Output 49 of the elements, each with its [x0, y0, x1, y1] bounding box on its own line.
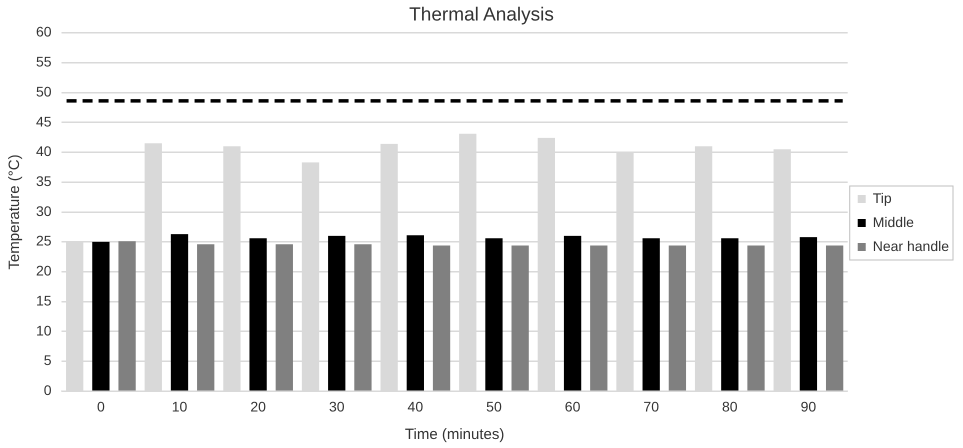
y-tick-label: 15 — [36, 292, 52, 308]
bar — [276, 244, 293, 390]
bar — [170, 234, 188, 390]
x-tick-label: 30 — [328, 398, 345, 414]
x-tick-label: 90 — [800, 398, 816, 414]
y-tick-label: 10 — [36, 322, 52, 338]
x-tick-label: 10 — [172, 398, 188, 414]
bar — [747, 245, 765, 390]
bar — [118, 241, 136, 390]
y-tick-label: 60 — [36, 24, 52, 40]
y-tick-label: 25 — [36, 232, 52, 249]
bar — [432, 245, 450, 390]
bar — [406, 235, 424, 390]
bar — [721, 238, 738, 390]
y-tick-label: 0 — [44, 382, 52, 398]
y-tick-label: 40 — [36, 143, 52, 160]
bar — [92, 242, 110, 390]
x-tick-label: 80 — [722, 398, 738, 414]
bar — [642, 238, 660, 390]
x-tick-label: 40 — [408, 398, 424, 414]
y-axis-title: Temperature (°C) — [6, 154, 24, 270]
bar — [800, 237, 818, 390]
y-tick-label: 5 — [44, 352, 52, 368]
bar — [564, 236, 582, 390]
x-tick-label: 20 — [250, 398, 266, 414]
bar — [485, 238, 503, 390]
bar — [668, 245, 686, 390]
y-tick-label: 35 — [36, 172, 52, 189]
x-tick-label: 0 — [96, 398, 105, 414]
bar — [197, 244, 214, 390]
bar — [328, 236, 346, 390]
bar — [512, 245, 529, 390]
y-tick-label: 20 — [36, 262, 52, 279]
legend-label: Tip — [872, 190, 892, 206]
y-tick-label: 30 — [36, 202, 52, 219]
y-tick-label: 55 — [36, 54, 52, 70]
legend-label: Near handle — [872, 238, 950, 254]
x-tick-label: 60 — [564, 398, 581, 414]
bar — [354, 244, 372, 390]
y-tick-label: 50 — [36, 83, 52, 100]
x-tick-label: 70 — [643, 398, 660, 414]
bar — [590, 245, 608, 390]
bar — [826, 245, 844, 390]
x-tick-label: 50 — [486, 398, 502, 414]
legend-label: Middle — [872, 214, 914, 230]
bar — [249, 238, 267, 390]
x-axis-title: Time (minutes) — [404, 426, 504, 444]
chart-title: Thermal Analysis — [409, 4, 554, 26]
y-tick-label: 45 — [36, 113, 52, 130]
